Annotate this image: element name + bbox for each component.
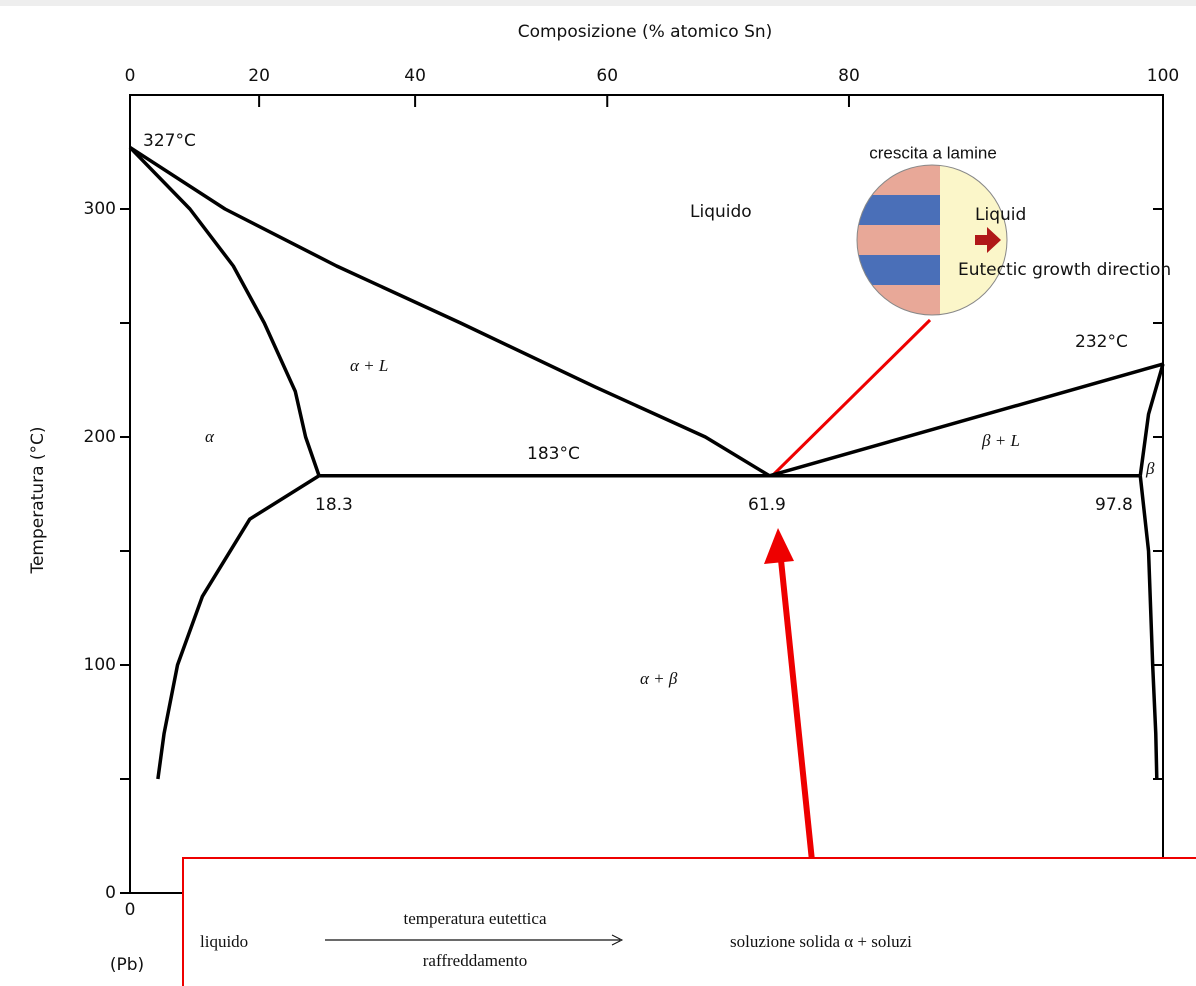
inset-band xyxy=(857,255,940,285)
annotation: β xyxy=(1145,459,1155,478)
inset: Liquid Eutectic growth direction xyxy=(856,164,1171,316)
equation-left: liquido xyxy=(200,932,248,951)
x2-tick-label: 40 xyxy=(404,66,426,86)
annotation: Liquido xyxy=(690,202,752,222)
x2-tick-label: 100 xyxy=(1147,66,1179,86)
equation-below: raffreddamento xyxy=(423,951,527,970)
phase-boundary xyxy=(129,145,771,478)
annotation: 327°C xyxy=(143,131,196,151)
inset-arrow xyxy=(975,227,1001,253)
annotation: 183°C xyxy=(527,444,580,464)
annotation: α + β xyxy=(640,669,678,688)
annotation: 97.8 xyxy=(1095,495,1133,515)
pointer-arrow xyxy=(778,559,818,891)
annotation: 61.9 xyxy=(748,495,786,515)
y-tick-label: 100 xyxy=(84,655,116,675)
x2-tick-label: 20 xyxy=(248,66,270,86)
x-tick-label: 0 xyxy=(125,900,136,920)
y-axis-label: Temperatura (°C) xyxy=(28,426,48,574)
annotation: 232°C xyxy=(1075,332,1128,352)
annotation: α + L xyxy=(350,356,388,375)
annotation: crescita a lamine xyxy=(869,143,997,162)
inset-band xyxy=(857,195,940,225)
x-end-label: (Pb) xyxy=(110,955,144,975)
inset-label: Liquid xyxy=(975,205,1026,225)
inset-border xyxy=(856,164,1008,316)
phase-boundary xyxy=(156,474,320,780)
annotation: 18.3 xyxy=(315,495,353,515)
phase-boundary xyxy=(768,362,1164,478)
phase-boundary xyxy=(1138,475,1159,780)
equation-above: temperatura eutettica xyxy=(404,909,547,928)
y-tick-label: 200 xyxy=(84,427,116,447)
phase-boundary xyxy=(1138,363,1165,476)
equation-box xyxy=(182,857,1196,986)
inset-band xyxy=(857,225,940,255)
annotation: α xyxy=(205,427,215,446)
pointer-line xyxy=(771,318,932,477)
annotation: β + L xyxy=(981,431,1020,450)
y-tick-label: 300 xyxy=(84,199,116,219)
y-tick-label: 0 xyxy=(105,883,116,903)
phase-boundary xyxy=(128,146,321,477)
pointer-arrow-head xyxy=(764,528,794,564)
chart-title: Composizione (% atomico Sn) xyxy=(518,22,773,42)
top-strip xyxy=(0,0,1196,6)
x2-tick-label: 60 xyxy=(596,66,618,86)
x2-tick-label: 80 xyxy=(838,66,860,86)
equation-arrow-head xyxy=(611,934,624,946)
equation-right: soluzione solida α + soluzi xyxy=(730,932,912,951)
x2-tick-label: 0 xyxy=(125,66,136,86)
inset-label: Eutectic growth direction xyxy=(958,260,1171,280)
